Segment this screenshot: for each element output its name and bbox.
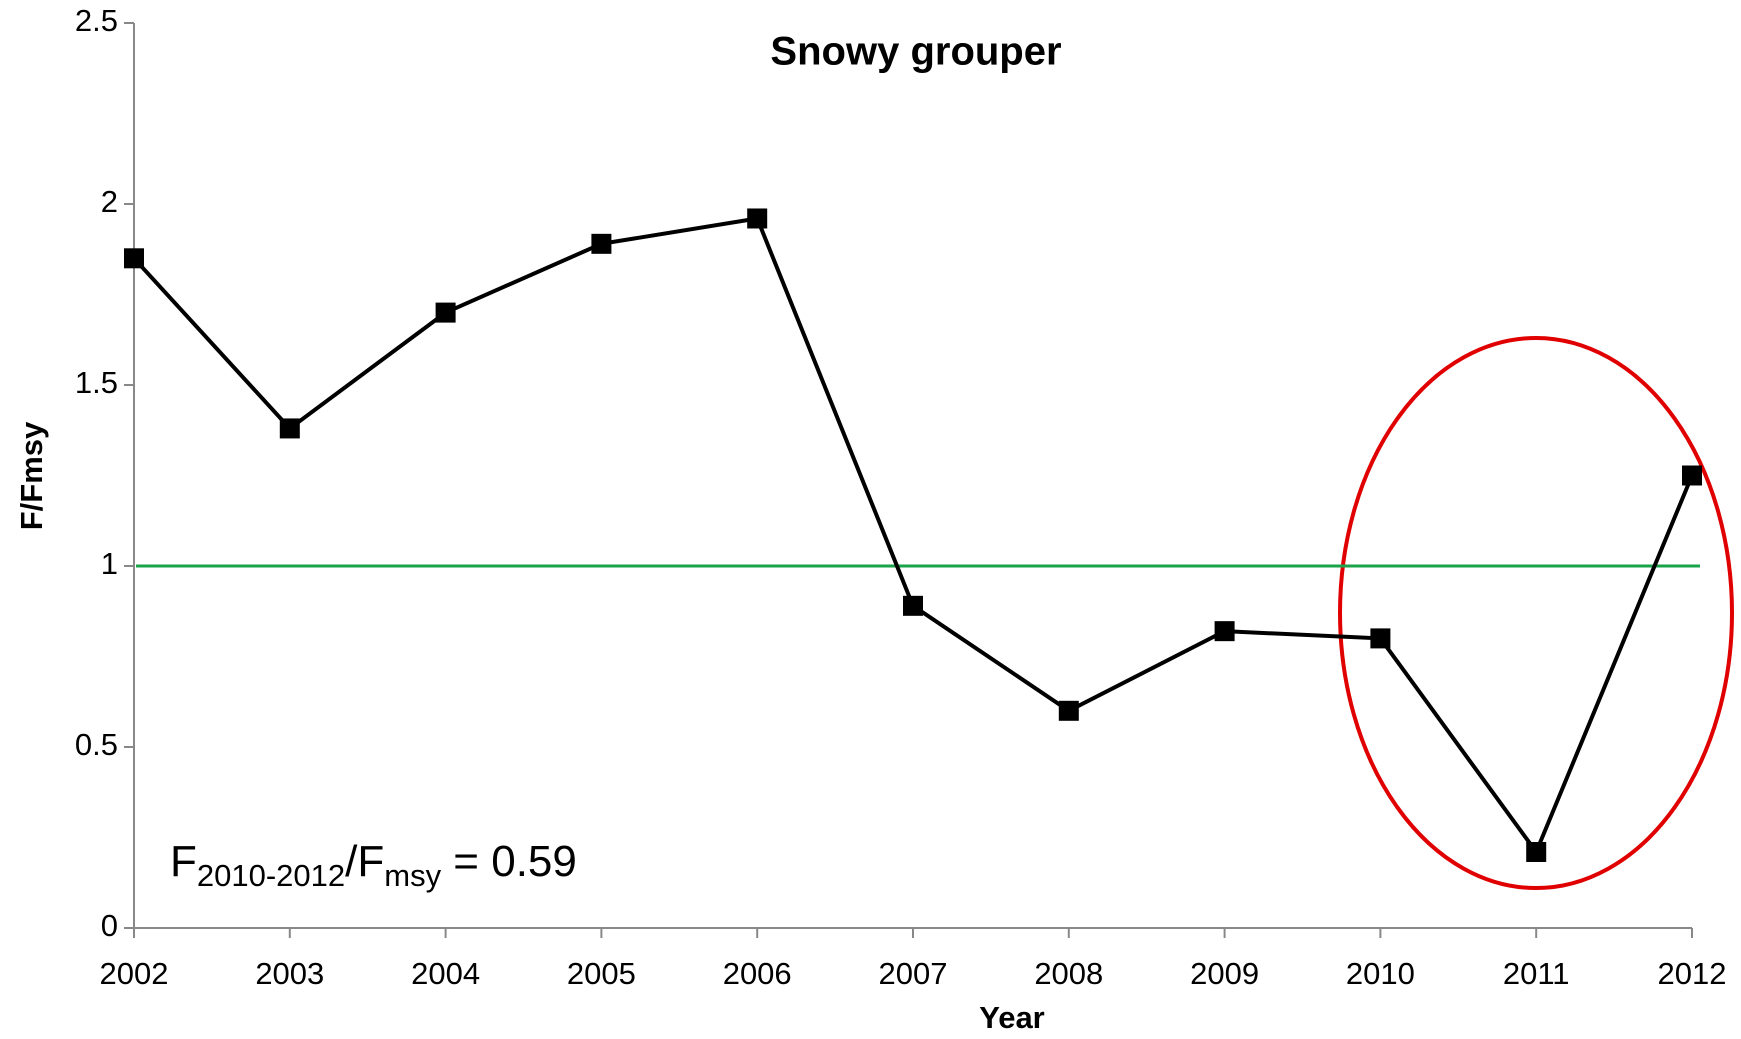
x-tick-label: 2003 <box>255 956 324 991</box>
annotation-part: F <box>170 837 197 886</box>
marker <box>279 418 300 439</box>
highlight-ellipse <box>1338 336 1734 890</box>
x-tick-label: 2002 <box>100 956 169 991</box>
x-tick-label: 2011 <box>1503 956 1570 991</box>
y-tick-label: 0.5 <box>75 727 118 762</box>
x-tick-label: 2010 <box>1346 956 1415 991</box>
marker <box>747 208 768 229</box>
marker <box>1682 465 1702 486</box>
marker <box>1370 628 1391 649</box>
y-tick-label: 0 <box>101 908 118 943</box>
marker <box>1526 841 1547 862</box>
x-tick-label: 2006 <box>723 956 792 991</box>
marker <box>591 233 612 254</box>
marker <box>903 595 923 616</box>
x-tick-label: 2007 <box>879 956 948 991</box>
annotation-part: = 0.59 <box>441 837 577 886</box>
x-tick-label: 2004 <box>411 956 480 991</box>
y-axis-label: F/Fmsy <box>14 421 49 530</box>
y-tick-label: 2 <box>101 184 118 219</box>
annotation-part: 2010-2012 <box>197 858 345 893</box>
marker <box>435 302 456 323</box>
annotation-part: /F <box>345 837 384 886</box>
annotation: F2010-2012/Fmsy = 0.59 <box>170 837 577 894</box>
annotation-part: msy <box>384 858 441 893</box>
marker <box>1058 700 1079 721</box>
x-tick-label: 2008 <box>1034 956 1103 991</box>
x-axis-label: Year <box>979 1000 1045 1035</box>
chart-title: Snowy grouper <box>770 30 1061 74</box>
series-line <box>132 216 1694 857</box>
y-tick-label: 2.5 <box>75 3 118 38</box>
y-tick-label: 1 <box>101 546 118 581</box>
y-tick-label: 1.5 <box>75 365 118 400</box>
marker <box>124 248 144 269</box>
marker <box>1214 621 1235 642</box>
x-tick-label: 2009 <box>1190 956 1259 991</box>
x-tick-label: 2012 <box>1658 956 1727 991</box>
x-tick-label: 2005 <box>567 956 636 991</box>
